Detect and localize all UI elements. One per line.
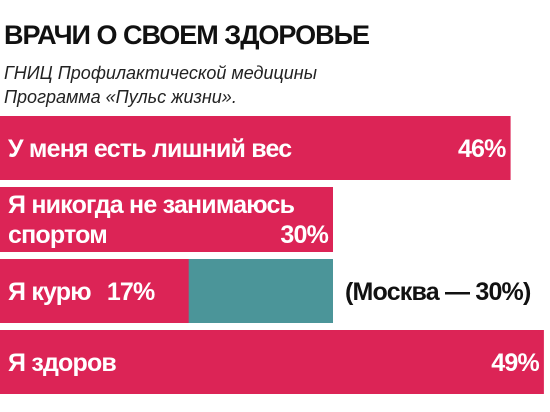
value-label-2: 30% [280, 221, 328, 249]
bar-4 [0, 330, 544, 394]
category-label-1: У меня есть лишний вес [8, 135, 292, 163]
category-label-2-line-1: Я никогда не занимаюсь [8, 191, 295, 219]
bar-2 [0, 187, 333, 252]
value-label-4: 49% [491, 349, 539, 377]
value-label-1: 46% [458, 135, 506, 163]
comparison-label: (Москва — 30%) [345, 278, 531, 306]
category-label-2-line-2: спортом [8, 221, 107, 249]
value-label-3: 17% [107, 278, 155, 306]
category-label-4: Я здоров [8, 349, 116, 377]
chart-title: ВРАЧИ О СВОЕМ ЗДОРОВЬЕ [4, 20, 370, 50]
bar-group: У меня есть лишний вес 46% Я никогда не за… [0, 116, 544, 394]
chart-subtitle-line-2: Программа «Пульс жизни». [4, 87, 237, 107]
chart-subtitle-line-1: ГНИЦ Профилактической медицины [4, 63, 317, 83]
category-label-3: Я курю [8, 278, 91, 306]
bar-3 [0, 259, 189, 323]
bar-1 [0, 116, 511, 180]
